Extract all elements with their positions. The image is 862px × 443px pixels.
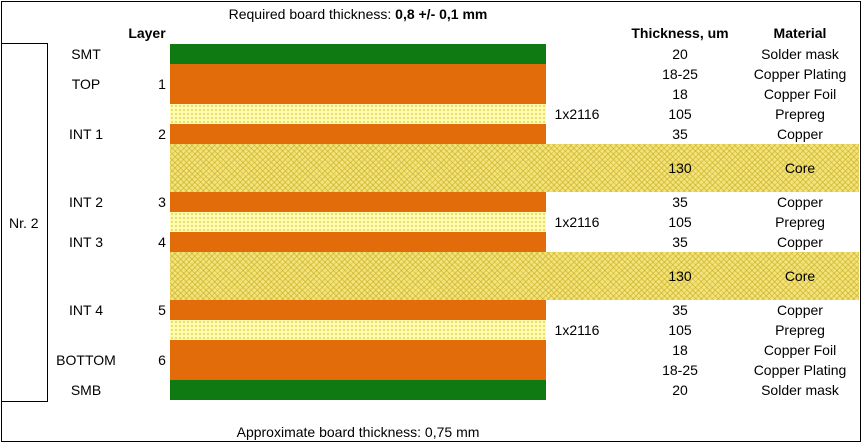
required-thickness-label: Required board thickness:: [228, 6, 396, 22]
layer-name-int1: INT 1: [69, 126, 103, 142]
material-cell: Copper Plating: [753, 66, 847, 82]
layer-bar-copper-bottom: [170, 340, 546, 380]
material-cell: Copper: [777, 234, 823, 250]
material-cell: Prepreg: [775, 106, 825, 122]
approximate-thickness: Approximate board thickness: 0,75 mm: [236, 424, 480, 440]
prepreg-spec-2: 1x2116: [554, 214, 600, 230]
thickness-cell: 35: [672, 302, 688, 318]
material-cell: Core: [784, 160, 816, 176]
layer-bar-solder-mask-bottom: [170, 380, 546, 400]
thickness-cell: 18: [672, 342, 688, 358]
layer-number-3: 3: [158, 194, 166, 210]
thickness-cell: 105: [668, 214, 692, 230]
thickness-cell: 35: [672, 234, 688, 250]
layer-name-top: TOP: [71, 76, 101, 92]
material-cell: Copper Plating: [753, 362, 847, 378]
layer-bar-core-2: [170, 252, 859, 300]
layer-bar-prepreg-2: [170, 212, 546, 232]
material-cell: Copper: [777, 126, 823, 142]
layer-name-smb: SMB: [70, 382, 102, 398]
layer-bar-copper-int3: [170, 232, 546, 252]
layer-bar-core-1: [170, 144, 859, 192]
thickness-cell: 20: [672, 46, 688, 62]
layer-bar-copper-top: [170, 64, 546, 104]
material-cell: Copper: [777, 302, 823, 318]
prepreg-spec-1: 1x2116: [554, 106, 600, 122]
layer-number-4: 4: [158, 234, 166, 250]
layer-bar-solder-mask-top: [170, 44, 546, 64]
layer-name-int2: INT 2: [69, 194, 103, 210]
layer-name-smt: SMT: [71, 46, 101, 62]
material-cell: Solder mask: [761, 382, 839, 398]
material-cell: Solder mask: [761, 46, 839, 62]
material-cell: Prepreg: [775, 322, 825, 338]
thickness-cell: 105: [668, 322, 692, 338]
material-cell: Copper: [777, 194, 823, 210]
required-thickness: Required board thickness: 0,8 +/- 0,1 mm: [170, 5, 546, 23]
layer-name-bottom: BOTTOM: [56, 352, 116, 368]
layer-name-int4: INT 4: [69, 302, 103, 318]
material-cell: Copper Foil: [763, 86, 837, 102]
material-cell: Copper Foil: [763, 342, 837, 358]
thickness-cell: 105: [668, 106, 692, 122]
group-label: Nr. 2: [9, 215, 39, 231]
layer-bar-copper-int4: [170, 300, 546, 320]
layer-name-int3: INT 3: [69, 234, 103, 250]
layer-number-2: 2: [158, 126, 166, 142]
column-header-layer: Layer: [128, 25, 166, 41]
layer-bar-copper-int2: [170, 192, 546, 212]
thickness-cell: 18-25: [662, 362, 698, 378]
stackup-bracket: [1, 43, 48, 402]
layer-number-1: 1: [158, 76, 166, 92]
prepreg-spec-3: 1x2116: [554, 322, 600, 338]
thickness-cell: 20: [672, 382, 688, 398]
thickness-cell: 130: [668, 160, 692, 176]
column-header-material: Material: [773, 25, 827, 41]
column-header-thickness: Thickness, um: [631, 25, 729, 41]
thickness-cell: 130: [668, 268, 692, 284]
layer-number-5: 5: [158, 302, 166, 318]
thickness-cell: 35: [672, 194, 688, 210]
material-cell: Core: [784, 268, 816, 284]
thickness-cell: 35: [672, 126, 688, 142]
layer-bar-copper-int1: [170, 124, 546, 144]
thickness-cell: 18-25: [662, 66, 698, 82]
required-thickness-value: 0,8 +/- 0,1 mm: [395, 6, 488, 22]
material-cell: Prepreg: [775, 214, 825, 230]
layer-number-6: 6: [158, 352, 166, 368]
layer-bar-prepreg-3: [170, 320, 546, 340]
layer-bar-prepreg-1: [170, 104, 546, 124]
thickness-cell: 18: [672, 86, 688, 102]
